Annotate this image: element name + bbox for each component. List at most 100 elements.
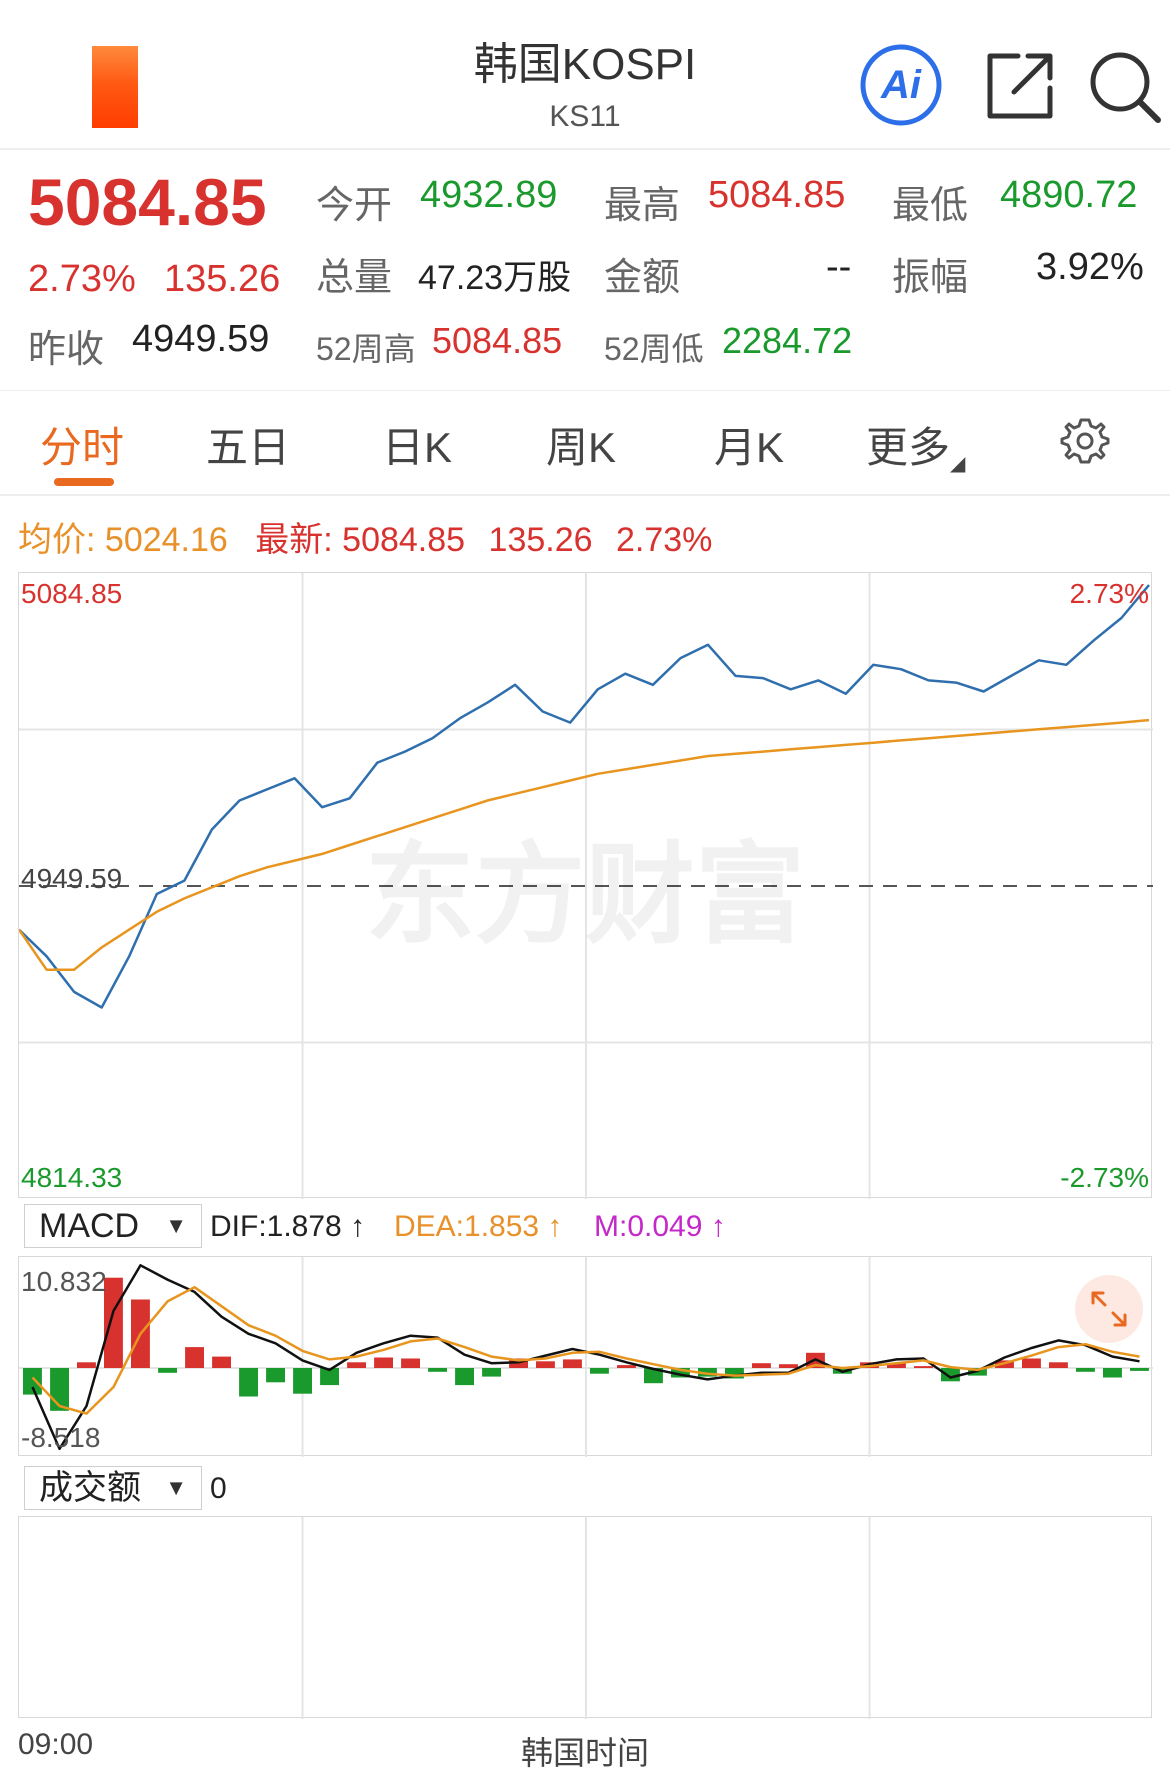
latest-value: 5084.85 <box>342 521 466 559</box>
macd-bar <box>347 1362 366 1368</box>
last-price: 5084.85 <box>28 165 267 239</box>
indicator-selector[interactable]: MACD ▼ <box>24 1204 202 1248</box>
macd-bar <box>1103 1368 1122 1378</box>
intraday-legend: 均价: 5024.16 最新: 5084.85 135.26 2.73% <box>18 512 712 561</box>
active-tab-indicator <box>54 478 114 486</box>
corner-triangle-icon: ◢ <box>950 453 966 475</box>
amount-label: 金额 <box>604 257 681 299</box>
time-axis-label: 韩国时间 <box>520 1735 649 1771</box>
volume-value: 0 <box>210 1472 227 1505</box>
share-icon <box>987 53 1053 119</box>
macd-bar <box>617 1365 636 1368</box>
volume-chart <box>301 1517 871 1719</box>
tab-five-day[interactable]: 五日 <box>206 424 291 471</box>
avg-price-label: 均价: <box>18 521 96 559</box>
tab-monthly-k[interactable]: 月K <box>714 424 785 471</box>
macd-bar <box>590 1368 609 1374</box>
macd-bar <box>185 1347 204 1368</box>
latest-change: 135.26 <box>488 521 593 559</box>
tab-daily-k[interactable]: 日K <box>382 424 453 471</box>
price-chart-panel[interactable]: 东方财富 5084.85 4949.59 4814.33 2.73% -2.73… <box>17 572 1153 1199</box>
macd-bar <box>1022 1358 1041 1368</box>
index-code: KS11 <box>549 100 621 133</box>
tab-weekly-k[interactable]: 周K <box>546 424 617 471</box>
w52-high-value: 5084.85 <box>432 320 563 361</box>
pct-axis-bottom: -2.73% <box>1060 1162 1149 1193</box>
price-line <box>18 584 1150 1009</box>
volume-grid <box>301 1517 871 1719</box>
latest-label: 最新: <box>255 521 333 559</box>
macd-bar <box>536 1361 555 1368</box>
expand-chart-button[interactable] <box>1075 1275 1143 1343</box>
open-value: 4932.89 <box>420 174 558 216</box>
volume-selector[interactable]: 成交额 ▼ <box>24 1466 202 1510</box>
price-grid <box>19 573 1153 1199</box>
w52-high-label: 52周高 <box>316 331 416 367</box>
macd-panel[interactable]: 10.832 -8.518 <box>18 1256 1153 1457</box>
volume-value: 47.23万股 <box>418 259 572 297</box>
prev-close-value: 4949.59 <box>132 318 270 360</box>
macd-axis-top: 10.832 <box>21 1266 107 1297</box>
macd-m: M:0.049 ↑ <box>594 1210 726 1243</box>
macd-grid <box>19 1257 1153 1457</box>
macd-dea: DEA:1.853 ↑ <box>394 1210 563 1243</box>
tab-more-label: 更多 <box>866 424 951 471</box>
macd-lines <box>31 1264 1140 1451</box>
high-label: 最高 <box>604 185 681 227</box>
macd-bar <box>320 1368 339 1386</box>
macd-bar <box>266 1368 285 1383</box>
w52-low-value: 2284.72 <box>722 320 853 361</box>
macd-bar <box>1130 1368 1149 1371</box>
macd-bar <box>914 1366 933 1368</box>
dropdown-arrow-icon: ▼ <box>165 1213 187 1238</box>
period-tabs: 分时 五日 日K 周K 月K 更多◢ <box>0 392 1170 496</box>
macd-bar <box>563 1359 582 1368</box>
macd-bar <box>671 1368 690 1378</box>
macd-bar <box>1076 1368 1095 1372</box>
ai-assistant-button[interactable]: Ai <box>858 42 944 128</box>
dea-line <box>31 1285 1140 1415</box>
price-chart: 东方财富 5084.85 4949.59 4814.33 2.73% -2.73… <box>17 573 1153 1199</box>
low-value: 4890.72 <box>1000 174 1138 216</box>
svg-text:Ai: Ai <box>880 63 922 107</box>
macd-bar <box>23 1368 42 1395</box>
volume-panel[interactable] <box>18 1516 1152 1719</box>
macd-bar <box>212 1356 231 1368</box>
macd-bar <box>428 1368 447 1372</box>
macd-bar <box>482 1368 501 1377</box>
time-axis-start: 09:00 <box>18 1728 94 1761</box>
expand-icon <box>1091 1291 1127 1327</box>
search-button[interactable] <box>1080 42 1166 128</box>
tab-intraday[interactable]: 分时 <box>40 424 125 471</box>
open-label: 今开 <box>316 185 393 227</box>
dropdown-arrow-icon: ▼ <box>165 1475 187 1500</box>
low-label: 最低 <box>892 185 969 227</box>
share-button[interactable] <box>978 42 1064 128</box>
macd-bar <box>887 1363 906 1368</box>
volume-selector-label: 成交额 <box>39 1469 141 1507</box>
latest-percent: 2.73% <box>615 521 713 559</box>
macd-bar <box>779 1364 798 1368</box>
change-percent: 2.73% <box>28 258 136 300</box>
macd-bar <box>293 1368 312 1394</box>
w52-low-label: 52周低 <box>604 331 704 367</box>
macd-chart: 10.832 -8.518 <box>19 1257 1153 1457</box>
top-bar: 韩国KOSPI KS11 Ai <box>0 0 1170 150</box>
amount-value: -- <box>826 246 852 288</box>
watermark-text: 东方财富 <box>365 831 805 959</box>
pct-axis-top: 2.73% <box>1070 578 1149 609</box>
tab-more[interactable]: 更多◢ <box>866 414 965 475</box>
macd-histogram <box>23 1277 1149 1411</box>
price-axis-mid: 4949.59 <box>21 863 122 894</box>
macd-bar <box>752 1363 771 1368</box>
macd-bar <box>644 1368 663 1384</box>
volume-label: 总量 <box>316 257 393 299</box>
app-logo <box>92 46 138 128</box>
prev-close-label: 昨收 <box>28 329 105 371</box>
macd-dif: DIF:1.878 ↑ <box>210 1210 366 1243</box>
chart-settings-button[interactable] <box>1060 416 1110 466</box>
price-lines <box>17 584 1150 1009</box>
macd-bar <box>401 1358 420 1368</box>
high-value: 5084.85 <box>708 174 846 216</box>
macd-bar <box>941 1368 960 1382</box>
